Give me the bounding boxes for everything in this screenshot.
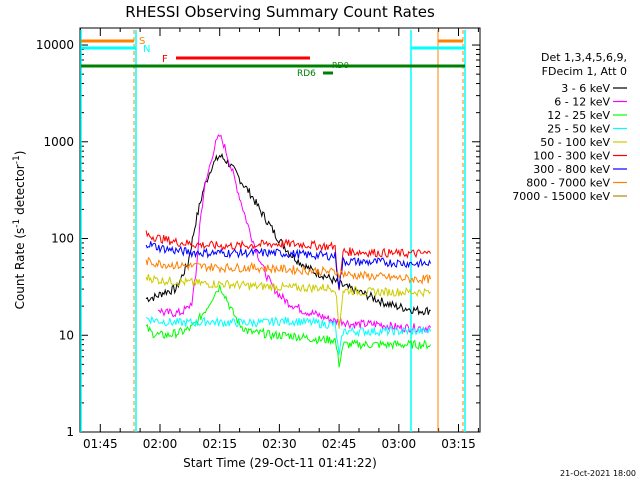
legend-label: 7000 - 15000 keV [512, 190, 610, 203]
x-tick-label: 02:00 [143, 437, 178, 451]
legend-label: 3 - 6 keV [561, 82, 610, 95]
legend-label: 6 - 12 keV [554, 96, 610, 109]
legend-header-line-1: Det 1,3,4,5,6,9, [541, 51, 627, 64]
footer-date: 21-Oct-2021 18:00 [560, 469, 636, 478]
y-tick-labels: 1 10 100 1000 10000 [36, 38, 74, 439]
rd0-state-label: RD0 [332, 61, 349, 70]
x-tick-label: 03:00 [382, 437, 417, 451]
series-line-7 [145, 256, 432, 286]
data-series [145, 133, 432, 368]
series-line-0 [145, 152, 431, 316]
y-tick-label: 100 [51, 232, 74, 246]
x-tick-label: 03:15 [441, 437, 476, 451]
x-tick-labels: 01:45 02:00 02:15 02:30 02:45 03:00 03:15 [83, 437, 476, 451]
series-line-5 [145, 230, 432, 291]
y-tick-label: 1000 [43, 135, 74, 149]
rd6-state-label: RD6 [297, 69, 316, 79]
legend-label: 800 - 7000 keV [526, 177, 610, 190]
legend-label: 50 - 100 keV [540, 136, 610, 149]
x-tick-label: 02:15 [202, 437, 237, 451]
legend-label: 100 - 300 keV [533, 150, 610, 163]
plot-frame [79, 27, 481, 433]
series-line-3 [145, 315, 432, 355]
y-tick-label: 10 [59, 328, 74, 342]
x-tick-label: 02:45 [322, 437, 357, 451]
series-line-1 [157, 133, 432, 334]
x-tick-label: 01:45 [83, 437, 118, 451]
legend-label: 12 - 25 keV [547, 109, 610, 122]
flare-state-label: F [162, 54, 168, 65]
legend-label: 25 - 50 keV [547, 123, 610, 136]
y-axis-label: Count Rate (s-1 detector-1) [12, 151, 27, 310]
x-axis-label: Start Time (29-Oct-11 01:41:22) [183, 456, 377, 470]
x-tick-label: 02:30 [262, 437, 297, 451]
series-line-6 [145, 241, 432, 290]
chart-title: RHESSI Observing Summary Count Rates [125, 3, 435, 21]
legend-header-line-2: FDecim 1, Att 0 [542, 65, 627, 78]
legend-label: 300 - 800 keV [533, 163, 610, 176]
series-line-4 [145, 274, 431, 329]
night-state-label: N [143, 44, 150, 55]
y-tick-label: 1 [66, 425, 74, 439]
saa-state-label: S [139, 36, 145, 47]
series-line-2 [145, 284, 432, 368]
y-tick-label: 10000 [36, 38, 74, 52]
